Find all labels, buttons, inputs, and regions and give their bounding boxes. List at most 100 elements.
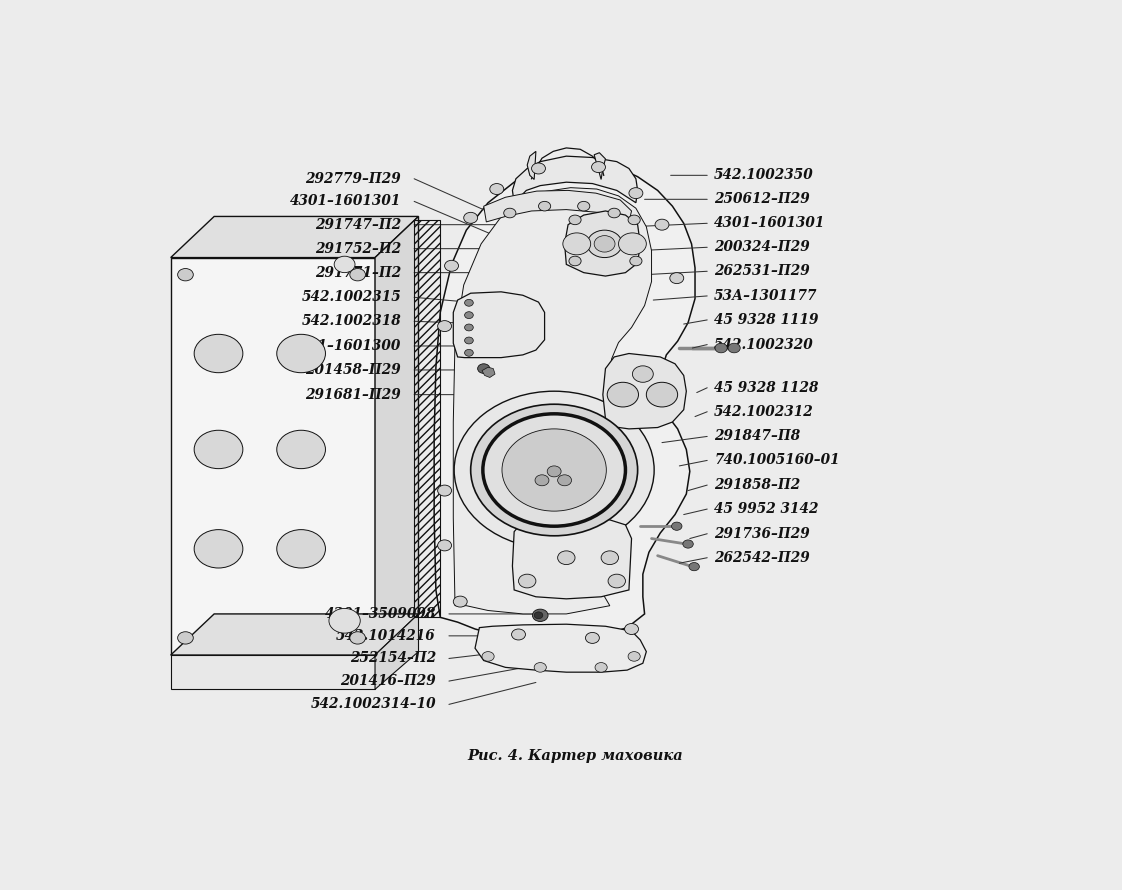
Circle shape bbox=[470, 404, 637, 536]
Polygon shape bbox=[482, 368, 495, 377]
Circle shape bbox=[628, 651, 641, 661]
Circle shape bbox=[715, 344, 727, 352]
Polygon shape bbox=[475, 624, 646, 672]
Circle shape bbox=[194, 530, 242, 568]
Circle shape bbox=[629, 188, 643, 198]
Circle shape bbox=[277, 530, 325, 568]
Polygon shape bbox=[171, 614, 419, 655]
Polygon shape bbox=[453, 292, 544, 358]
Circle shape bbox=[518, 574, 536, 588]
Circle shape bbox=[350, 269, 366, 281]
Text: 542.1002315: 542.1002315 bbox=[302, 290, 402, 304]
Text: 201416–П29: 201416–П29 bbox=[340, 674, 435, 688]
Polygon shape bbox=[513, 156, 637, 203]
Circle shape bbox=[587, 231, 622, 257]
Circle shape bbox=[539, 201, 551, 211]
Circle shape bbox=[558, 551, 576, 564]
Text: 542.1014216: 542.1014216 bbox=[337, 629, 435, 643]
Circle shape bbox=[618, 233, 646, 255]
Circle shape bbox=[591, 162, 606, 173]
Circle shape bbox=[607, 383, 638, 407]
Circle shape bbox=[595, 236, 615, 252]
Polygon shape bbox=[513, 518, 632, 599]
Text: 542.1002320: 542.1002320 bbox=[714, 337, 813, 352]
Polygon shape bbox=[564, 211, 641, 276]
Text: 291771–П2: 291771–П2 bbox=[315, 265, 402, 279]
Text: 262531–П29: 262531–П29 bbox=[714, 264, 810, 279]
Text: 291736–П29: 291736–П29 bbox=[714, 527, 810, 541]
Circle shape bbox=[444, 260, 459, 271]
Text: 291747–П2: 291747–П2 bbox=[315, 218, 402, 231]
Circle shape bbox=[672, 522, 682, 530]
Circle shape bbox=[646, 383, 678, 407]
Text: 542.1002350: 542.1002350 bbox=[714, 168, 813, 182]
Text: Рис. 4. Картер маховика: Рис. 4. Картер маховика bbox=[467, 749, 683, 764]
Text: 4301–3509098: 4301–3509098 bbox=[324, 607, 435, 621]
Polygon shape bbox=[375, 216, 419, 655]
Circle shape bbox=[465, 299, 473, 306]
Circle shape bbox=[463, 213, 478, 223]
Circle shape bbox=[629, 256, 642, 266]
Polygon shape bbox=[171, 655, 375, 689]
Polygon shape bbox=[527, 151, 536, 180]
Circle shape bbox=[608, 208, 620, 218]
Circle shape bbox=[465, 324, 473, 331]
Circle shape bbox=[277, 430, 325, 469]
Circle shape bbox=[586, 633, 599, 643]
Polygon shape bbox=[595, 153, 606, 180]
Circle shape bbox=[569, 256, 581, 266]
Text: 53А–1301177: 53А–1301177 bbox=[714, 289, 818, 303]
Circle shape bbox=[194, 430, 242, 469]
Circle shape bbox=[534, 611, 543, 619]
Polygon shape bbox=[434, 162, 695, 640]
Circle shape bbox=[277, 335, 325, 373]
Circle shape bbox=[655, 219, 669, 231]
Circle shape bbox=[478, 364, 490, 374]
Circle shape bbox=[535, 474, 549, 486]
Circle shape bbox=[512, 629, 525, 640]
Circle shape bbox=[601, 551, 618, 564]
Polygon shape bbox=[375, 614, 419, 689]
Circle shape bbox=[625, 624, 638, 635]
Circle shape bbox=[633, 366, 653, 383]
Text: 542.1002314–10: 542.1002314–10 bbox=[311, 698, 435, 711]
Circle shape bbox=[177, 269, 193, 281]
Circle shape bbox=[563, 233, 590, 255]
Circle shape bbox=[350, 632, 366, 644]
Polygon shape bbox=[453, 188, 652, 614]
Circle shape bbox=[689, 562, 699, 570]
Circle shape bbox=[534, 662, 546, 672]
Text: 292779–П29: 292779–П29 bbox=[305, 172, 402, 186]
Text: 542.1002312: 542.1002312 bbox=[714, 405, 813, 419]
Circle shape bbox=[502, 429, 606, 511]
Circle shape bbox=[465, 312, 473, 319]
Circle shape bbox=[490, 183, 504, 195]
Text: 4301–1601300: 4301–1601300 bbox=[289, 339, 402, 353]
Text: 201458–П29: 201458–П29 bbox=[305, 363, 402, 377]
Circle shape bbox=[578, 201, 590, 211]
Circle shape bbox=[438, 485, 451, 496]
Text: 45 9952 3142: 45 9952 3142 bbox=[714, 502, 819, 516]
Circle shape bbox=[683, 540, 693, 548]
Text: 250612–П29: 250612–П29 bbox=[714, 192, 810, 206]
Circle shape bbox=[670, 272, 683, 284]
Circle shape bbox=[628, 215, 641, 224]
Text: 740.1005160–01: 740.1005160–01 bbox=[714, 453, 839, 467]
Circle shape bbox=[548, 465, 561, 477]
Circle shape bbox=[482, 414, 625, 526]
Text: 542.1002318: 542.1002318 bbox=[302, 314, 402, 328]
Circle shape bbox=[453, 596, 467, 607]
Circle shape bbox=[608, 574, 625, 588]
Text: 262542–П29: 262542–П29 bbox=[714, 551, 810, 565]
Polygon shape bbox=[171, 257, 375, 655]
Text: 45 9328 1119: 45 9328 1119 bbox=[714, 313, 819, 327]
Circle shape bbox=[334, 256, 355, 272]
Circle shape bbox=[194, 335, 242, 373]
Text: 291681–П29: 291681–П29 bbox=[305, 388, 402, 401]
Circle shape bbox=[569, 215, 581, 224]
Circle shape bbox=[532, 163, 545, 174]
Text: 291858–П2: 291858–П2 bbox=[714, 478, 800, 492]
Circle shape bbox=[329, 609, 360, 633]
Text: 200324–П29: 200324–П29 bbox=[714, 240, 810, 255]
Text: 45 9328 1128: 45 9328 1128 bbox=[714, 381, 819, 395]
